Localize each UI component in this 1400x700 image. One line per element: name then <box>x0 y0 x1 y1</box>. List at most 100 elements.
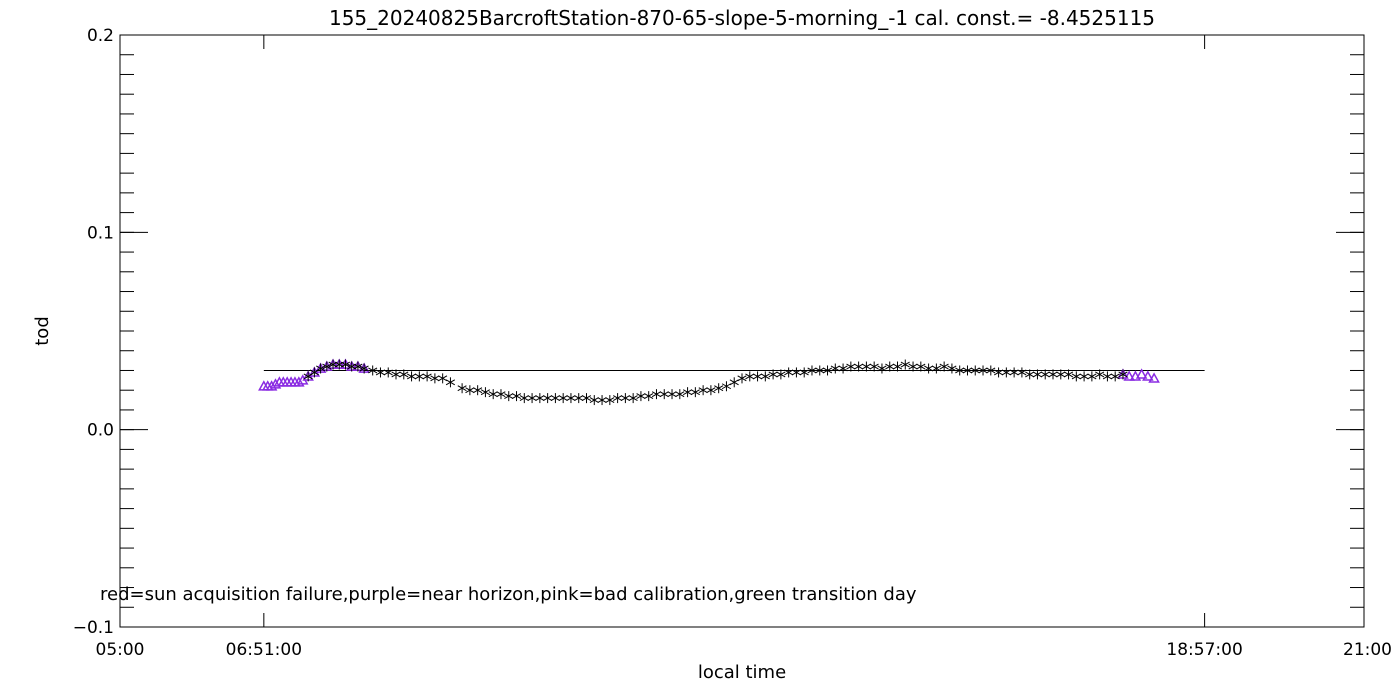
asterisk-point <box>445 377 456 388</box>
asterisk-point <box>605 395 615 406</box>
asterisk-point <box>1079 371 1089 382</box>
asterisk-point <box>760 371 770 382</box>
asterisk-point <box>698 385 708 396</box>
asterisk-point <box>706 385 716 396</box>
asterisk-point <box>422 371 432 382</box>
asterisk-point <box>620 393 630 404</box>
asterisk-point <box>869 361 879 372</box>
asterisk-point <box>962 365 973 376</box>
near-horizon-point <box>265 380 278 391</box>
asterisk-point <box>846 361 856 372</box>
asterisk-point <box>659 389 669 400</box>
asterisk-point <box>885 361 895 372</box>
y-minor-ticks <box>120 54 1364 608</box>
asterisk-point <box>752 371 763 382</box>
asterisk-point <box>597 395 607 406</box>
asterisk-point <box>480 387 491 398</box>
asterisk-point <box>745 371 755 382</box>
near-horizon-point <box>269 378 282 389</box>
asterisk-point <box>488 389 498 400</box>
asterisk-point <box>644 391 654 402</box>
asterisk-point <box>1025 369 1035 380</box>
asterisk-point <box>1118 369 1128 380</box>
asterisk-point <box>737 373 747 384</box>
asterisk-point <box>807 365 817 376</box>
asterisk-point <box>1001 367 1011 378</box>
asterisk-point <box>636 391 646 402</box>
asterisk-point <box>581 393 592 404</box>
asterisk-point <box>574 393 584 404</box>
asterisk-point <box>799 367 809 378</box>
asterisk-point <box>1102 371 1113 382</box>
asterisk-point <box>682 387 693 398</box>
asterisk-point <box>1087 371 1097 382</box>
y-tick-label: 0.2 <box>87 26 114 46</box>
asterisk-point <box>543 393 553 404</box>
y-tick-label: −0.1 <box>73 618 114 638</box>
asterisk-point <box>504 391 514 402</box>
y-tick-label: 0.0 <box>87 421 114 441</box>
x-tick-label: 21:00 <box>1343 640 1392 660</box>
asterisk-point <box>406 371 417 382</box>
asterisk-point <box>892 361 903 372</box>
asterisk-point <box>1110 371 1120 382</box>
asterisk-point <box>939 361 949 372</box>
asterisk-point <box>496 389 506 400</box>
asterisk-point <box>822 365 833 376</box>
asterisk-point <box>916 361 926 372</box>
asterisk-point <box>986 365 996 376</box>
x-axis-label: local time <box>698 662 786 683</box>
asterisk-point <box>690 387 700 398</box>
asterisk-point <box>391 369 401 380</box>
asterisk-point <box>721 381 732 392</box>
asterisk-point <box>1032 369 1043 380</box>
asterisk-point <box>768 369 778 380</box>
asterisk-point <box>316 363 326 374</box>
asterisk-point <box>838 363 848 374</box>
asterisk-point <box>399 369 409 380</box>
asterisk-point <box>340 359 351 370</box>
asterisk-point <box>527 393 537 404</box>
x-tick-label: 18:57:00 <box>1166 640 1242 660</box>
asterisk-point <box>651 389 662 400</box>
asterisk-point <box>970 365 980 376</box>
asterisk-point <box>1009 367 1019 378</box>
asterisk-point <box>877 363 887 374</box>
near-horizon-point <box>293 376 305 387</box>
asterisk-point <box>613 393 623 404</box>
asterisk-point <box>1040 369 1050 380</box>
asterisk-point <box>784 367 794 378</box>
asterisk-point <box>1048 369 1058 380</box>
near-horizon-point <box>1123 370 1135 381</box>
x-axis: 05:00 06:51:00 18:57:00 21:00 <box>96 35 1392 660</box>
asterisk-point <box>359 363 369 374</box>
asterisk-point <box>791 367 802 378</box>
asterisk-point <box>430 373 440 384</box>
asterisk-point <box>714 383 724 394</box>
asterisk-point <box>368 365 378 376</box>
y-axis: −0.1 0.0 0.1 0.2 <box>73 26 1364 638</box>
asterisk-point <box>993 367 1004 378</box>
plot-frame <box>119 34 1365 628</box>
legend-note: red=sun acquisition failure,purple=near … <box>100 584 917 605</box>
y-axis-label: tod <box>32 316 53 346</box>
asterisk-point <box>558 393 568 404</box>
data-points <box>258 358 1160 406</box>
asterisk-point <box>438 373 448 384</box>
chart-title: 155_20240825BarcroftStation-870-65-slope… <box>329 6 1155 30</box>
asterisk-point <box>830 363 840 374</box>
asterisk-point <box>1056 369 1066 380</box>
asterisk-point <box>1017 367 1027 378</box>
asterisk-point <box>473 385 483 396</box>
asterisk-point <box>465 385 475 396</box>
asterisk-point <box>900 359 910 370</box>
asterisk-point <box>375 367 386 378</box>
asterisk-point <box>589 395 599 406</box>
x-tick-label: 06:51:00 <box>226 640 302 660</box>
asterisk-point <box>383 367 393 378</box>
asterisk-point <box>511 391 522 402</box>
y-tick-label: 0.1 <box>87 223 114 243</box>
asterisk-point <box>322 361 332 372</box>
asterisk-point <box>861 361 871 372</box>
near-horizon-point <box>1148 372 1160 383</box>
